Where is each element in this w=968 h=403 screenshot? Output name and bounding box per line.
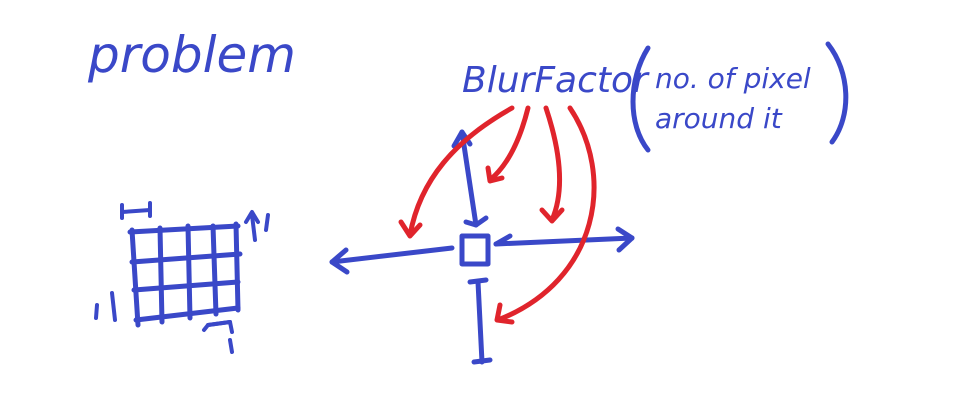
right-parenthesis bbox=[825, 41, 849, 145]
right-arrow bbox=[493, 226, 635, 253]
title-text: problem bbox=[87, 26, 296, 84]
left-parenthesis bbox=[630, 45, 651, 153]
center-pixel-square bbox=[459, 233, 491, 267]
red-arrow-up bbox=[485, 105, 531, 184]
red-arrow-left bbox=[398, 105, 515, 239]
paren-note-line1: no. of pixel bbox=[655, 62, 811, 95]
red-arrow-right bbox=[539, 105, 565, 224]
grid-dimension-marks bbox=[94, 201, 270, 354]
left-arrow bbox=[329, 245, 455, 275]
blur-factor-label: BlurFactor bbox=[462, 60, 650, 101]
paren-note-line2: around it bbox=[655, 102, 783, 135]
down-arrow bbox=[467, 277, 493, 365]
pixel-grid bbox=[127, 221, 243, 328]
red-arrow-down bbox=[494, 105, 597, 325]
